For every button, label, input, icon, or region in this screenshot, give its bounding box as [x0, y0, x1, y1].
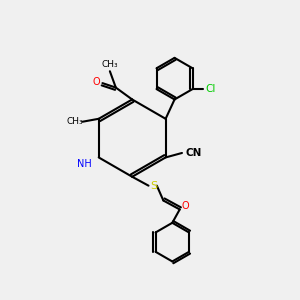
Text: NH: NH: [77, 159, 92, 169]
Text: CH₃: CH₃: [67, 117, 83, 126]
Text: S: S: [150, 181, 158, 191]
Text: CH₃: CH₃: [102, 60, 118, 69]
Text: O: O: [92, 76, 100, 87]
Text: O: O: [182, 202, 190, 212]
Text: Cl: Cl: [205, 84, 216, 94]
Text: CN: CN: [186, 148, 202, 158]
